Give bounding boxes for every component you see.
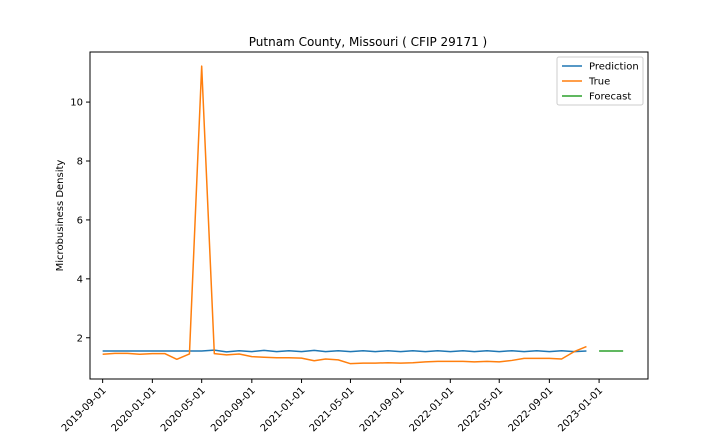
series-line-true <box>102 65 587 365</box>
x-tick-label: 2022-01-01 <box>408 385 457 432</box>
x-tick-label: 2021-01-01 <box>259 385 308 432</box>
plot-lines <box>102 65 624 365</box>
x-tick-label: 2022-09-01 <box>507 385 556 432</box>
x-tick-label: 2021-05-01 <box>308 385 357 432</box>
y-tick-label: 10 <box>70 98 83 109</box>
x-tick-label: 2019-09-01 <box>60 385 109 432</box>
x-axis: 2019-09-01 2020-01-01 2020-05-01 2020-09-01… <box>60 379 605 432</box>
x-tick-label: 2020-05-01 <box>159 385 208 432</box>
x-tick-label: 2021-09-01 <box>358 385 407 432</box>
legend-label-prediction: Prediction <box>589 62 639 73</box>
y-tick-label: 8 <box>77 157 83 168</box>
legend-frame <box>556 56 644 106</box>
legend-label-true: True <box>588 77 610 88</box>
x-tick-label: 2022-05-01 <box>456 385 505 432</box>
plot-frame <box>89 51 649 380</box>
chart-title: Putnam County, Missouri ( CFIP 29171 ) <box>249 35 487 49</box>
series-line-prediction <box>102 349 587 353</box>
y-tick-label: 2 <box>77 333 83 344</box>
x-tick-label: 2020-01-01 <box>110 385 159 432</box>
y-axis: 2 4 6 8 10 <box>70 98 90 344</box>
x-tick-label: 2023-01-01 <box>556 385 605 432</box>
legend-label-forecast: Forecast <box>589 92 631 103</box>
y-axis-label: Microbusiness Density <box>55 160 66 272</box>
y-tick-label: 4 <box>77 274 83 285</box>
legend: Prediction True Forecast <box>556 56 644 106</box>
y-tick-label: 6 <box>77 215 83 226</box>
x-tick-label: 2020-09-01 <box>209 385 258 432</box>
